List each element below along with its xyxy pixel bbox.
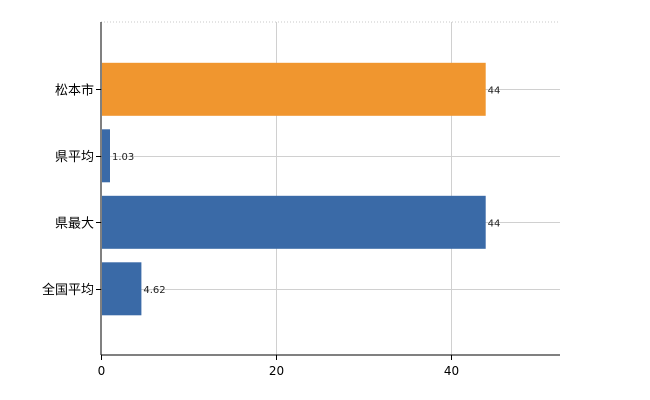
bars xyxy=(102,62,486,316)
axes xyxy=(96,22,560,360)
x-tick-label: 40 xyxy=(444,364,459,378)
data-label: 4.62 xyxy=(143,285,165,296)
x-tick-label: 20 xyxy=(269,364,284,378)
x-tick-label: 0 xyxy=(98,364,106,378)
bar xyxy=(102,195,486,249)
data-label: 44 xyxy=(488,85,501,96)
data-label: 44 xyxy=(488,218,501,229)
data-label: 1.03 xyxy=(112,152,134,163)
bar xyxy=(102,129,110,183)
labels: 0 20 40 松本市 44 県平均 1.03 県最大 44 全国平均 4.62 xyxy=(42,82,500,378)
category-label: 県最大 xyxy=(55,216,94,231)
category-label: 県平均 xyxy=(55,150,94,165)
bar xyxy=(102,62,486,116)
bar xyxy=(102,262,142,316)
category-label: 松本市 xyxy=(55,82,94,98)
category-label: 全国平均 xyxy=(42,282,94,298)
